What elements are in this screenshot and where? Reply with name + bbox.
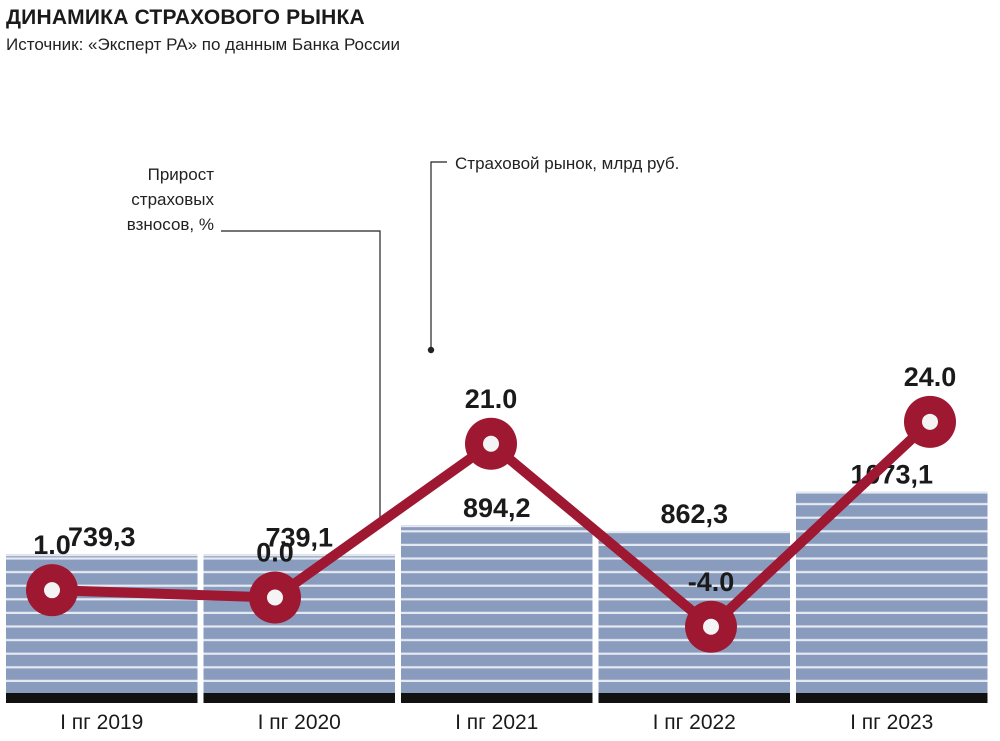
bar-baseline [6, 693, 198, 703]
growth-point-center [703, 618, 719, 635]
growth-point-center [483, 435, 499, 452]
bar-value-label: 739,3 [68, 522, 136, 552]
bar-top-edge [598, 531, 790, 534]
bar-top-edge [401, 525, 593, 528]
bar-baseline [203, 693, 395, 703]
bar-top-edge [203, 554, 395, 557]
growth-point-center [44, 582, 60, 599]
bar-value-label: 894,2 [463, 493, 531, 523]
point-labels-group: 1.0 0.0 21.0 -4.0 24.0 [33, 362, 956, 597]
growth-line-group [26, 395, 956, 653]
category-label: I пг 2021 [455, 711, 538, 734]
bar [401, 525, 593, 693]
bar-baseline [796, 693, 988, 703]
market-leader-line [430, 161, 447, 350]
market-annotation: Страховой рынок, млрд руб. [455, 154, 680, 173]
growth-value-label: -4.0 [688, 567, 735, 597]
bar-top-edge [796, 491, 988, 494]
growth-annotation: Прирост страховых взносов, % [127, 162, 214, 237]
growth-annotation-line-2: страховых [131, 190, 214, 209]
annotation-leaders [221, 161, 447, 528]
bar-top-edge [6, 554, 198, 557]
growth-value-label: 0.0 [256, 538, 294, 568]
growth-annotation-line-3: взносов, % [126, 215, 214, 234]
baseline-group [6, 693, 988, 703]
growth-leader-line [221, 230, 381, 524]
growth-point-center [922, 413, 938, 430]
growth-point-center [267, 589, 283, 606]
bar-baseline [598, 693, 790, 703]
bar-baseline [401, 693, 593, 703]
growth-annotation-line-1: Прирост [147, 165, 214, 184]
bar-value-label: 739,1 [265, 522, 333, 552]
category-labels-group: I пг 2019 I пг 2020 I пг 2021 I пг 2022 I пг… [60, 711, 933, 734]
bar-value-label: 862,3 [660, 499, 728, 529]
market-leader-dot [427, 346, 435, 354]
category-label: I пг 2022 [653, 711, 736, 734]
category-label: I пг 2020 [258, 711, 341, 734]
growth-value-label: 21.0 [465, 384, 518, 414]
growth-value-label: 1.0 [33, 530, 71, 560]
bar [796, 491, 988, 693]
growth-value-label: 24.0 [904, 362, 957, 392]
category-label: I пг 2019 [60, 711, 143, 734]
category-label: I пг 2023 [850, 711, 933, 734]
chart-source: Источник: «Эксперт РА» по данным Банка Р… [6, 35, 400, 54]
chart-title: ДИНАМИКА СТРАХОВОГО РЫНКА [6, 6, 365, 29]
